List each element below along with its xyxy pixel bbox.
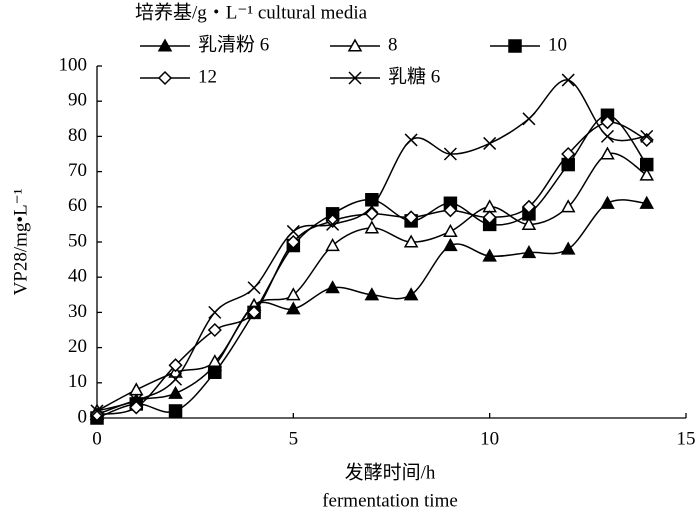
marker (443, 147, 457, 161)
marker (600, 146, 615, 160)
marker (157, 70, 173, 86)
marker (560, 199, 576, 213)
legend-title: 培养基/g・L⁻¹ cultural media (135, 1, 368, 23)
y-tick-label: 70 (68, 160, 87, 181)
marker (286, 287, 301, 301)
y-tick-label: 80 (68, 125, 87, 146)
marker (247, 305, 262, 320)
marker (347, 38, 363, 52)
marker (168, 358, 183, 373)
marker (326, 217, 340, 231)
x-tick-label: 5 (289, 428, 299, 449)
legend-label: 12 (198, 66, 217, 87)
marker (364, 220, 380, 234)
y-tick-label: 100 (59, 54, 88, 75)
y-tick-label: 50 (68, 230, 87, 251)
y-axis-label: VP28/mg•L⁻¹ (10, 188, 31, 295)
marker (403, 287, 419, 301)
marker (639, 167, 655, 181)
marker (364, 206, 379, 221)
marker (404, 210, 419, 225)
marker (208, 305, 222, 319)
x-tick-label: 0 (92, 428, 102, 449)
marker (640, 129, 654, 143)
marker (482, 248, 497, 262)
marker (286, 301, 301, 315)
marker (483, 136, 497, 150)
x-tick-label: 15 (677, 428, 696, 449)
y-tick-label: 30 (68, 301, 87, 322)
marker (443, 223, 458, 237)
marker (561, 73, 575, 87)
y-tick-label: 10 (68, 371, 87, 392)
marker (286, 224, 300, 238)
marker (521, 199, 536, 214)
marker (286, 234, 301, 250)
y-tick-label: 40 (68, 266, 87, 287)
marker (404, 133, 418, 147)
marker (365, 200, 379, 214)
marker (348, 71, 362, 85)
marker (560, 241, 576, 255)
marker (508, 39, 522, 53)
y-tick-label: 0 (78, 406, 88, 427)
marker (325, 237, 340, 252)
marker (89, 407, 105, 422)
marker (522, 112, 536, 126)
marker (639, 157, 654, 172)
marker (129, 393, 143, 407)
marker (482, 199, 497, 213)
marker (169, 372, 183, 386)
x-tick-label: 10 (480, 428, 499, 449)
marker (443, 203, 458, 218)
marker (90, 404, 104, 418)
legend-label: 10 (548, 34, 567, 55)
y-tick-label: 20 (68, 336, 87, 357)
legend-label: 乳清粉 6 (198, 33, 269, 55)
legend-label: 8 (388, 34, 398, 55)
marker (325, 280, 340, 294)
y-tick-label: 90 (68, 90, 87, 111)
marker (639, 195, 655, 209)
marker (207, 322, 222, 338)
marker (600, 115, 615, 130)
marker (482, 210, 497, 225)
marker (247, 281, 261, 295)
marker (521, 216, 537, 230)
marker (443, 237, 458, 252)
marker (600, 195, 615, 209)
legend-label: 乳糖 6 (388, 65, 440, 87)
x-axis-label-en: fermentation time (322, 490, 458, 511)
marker (128, 382, 144, 396)
marker (521, 245, 537, 259)
marker (168, 404, 183, 418)
marker (208, 365, 222, 379)
marker (364, 287, 380, 301)
x-axis-label: 发酵时间/h (345, 461, 436, 483)
y-tick-label: 60 (68, 195, 87, 216)
marker (403, 234, 419, 248)
marker (561, 146, 576, 162)
marker (168, 385, 183, 399)
marker (157, 38, 173, 52)
marker (600, 129, 614, 143)
